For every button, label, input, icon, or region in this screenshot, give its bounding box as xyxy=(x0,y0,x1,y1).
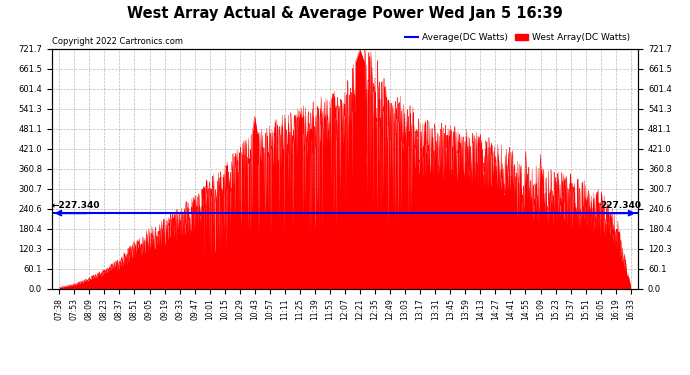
Text: ←227.340: ←227.340 xyxy=(52,201,100,210)
Legend: Average(DC Watts), West Array(DC Watts): Average(DC Watts), West Array(DC Watts) xyxy=(401,29,633,45)
Text: Copyright 2022 Cartronics.com: Copyright 2022 Cartronics.com xyxy=(52,38,183,46)
Text: West Array Actual & Average Power Wed Jan 5 16:39: West Array Actual & Average Power Wed Ja… xyxy=(127,6,563,21)
Text: 227.340: 227.340 xyxy=(600,201,641,210)
